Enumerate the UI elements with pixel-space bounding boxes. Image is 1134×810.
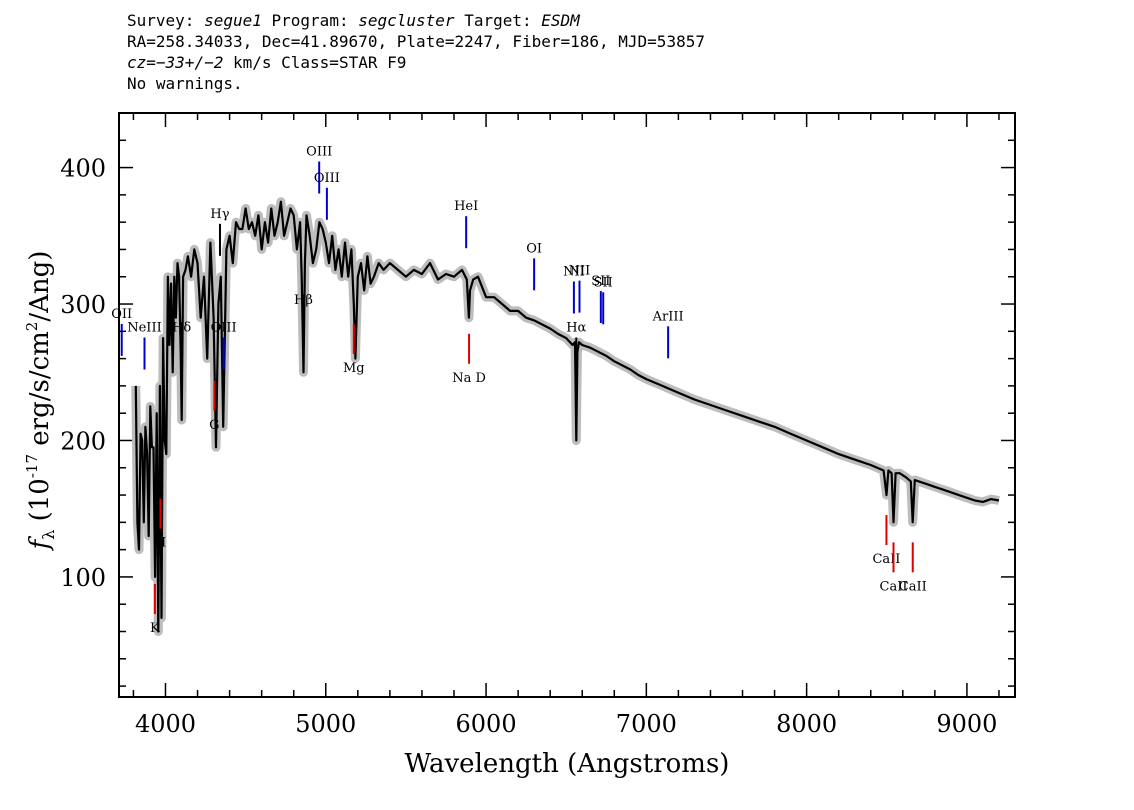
y-tick-label: 400 bbox=[60, 155, 106, 183]
y-tick-label: 200 bbox=[60, 427, 106, 455]
emission-label: Hβ bbox=[294, 293, 313, 308]
x-tick-label: 9000 bbox=[936, 710, 997, 738]
x-tick-label: 5000 bbox=[295, 710, 356, 738]
absorption-label: H bbox=[155, 536, 166, 551]
cz-unit: km/s Class=STAR F9 bbox=[223, 53, 407, 72]
absorption-label: CaII bbox=[872, 552, 900, 567]
plot-frame bbox=[118, 112, 1016, 698]
absorption-label: G bbox=[209, 418, 219, 433]
x-tick-label: 7000 bbox=[616, 710, 677, 738]
emission-label: Hα bbox=[566, 321, 586, 336]
emission-label: OIII bbox=[314, 171, 340, 186]
x-axis-label: Wavelength (Angstroms) bbox=[405, 749, 730, 779]
x-tick-label: 6000 bbox=[456, 710, 517, 738]
survey-label: Survey: bbox=[127, 11, 195, 30]
program-label: Program: bbox=[271, 11, 349, 30]
emission-label: ArIII bbox=[652, 309, 684, 324]
emission-label: OIII bbox=[306, 145, 332, 160]
emission-label: NII bbox=[569, 264, 591, 279]
absorption-label: CaII bbox=[899, 579, 927, 594]
spectrum-header: Survey: segue1 Program: segcluster Targe… bbox=[127, 10, 705, 94]
emission-label: NII bbox=[563, 264, 585, 279]
absorption-label: Na D bbox=[452, 371, 486, 386]
header-line-warnings: No warnings. bbox=[127, 74, 243, 93]
y-tick-label: 300 bbox=[60, 291, 106, 319]
emission-label: SII bbox=[594, 275, 613, 290]
y-tick-label: 100 bbox=[60, 564, 106, 592]
program-value: segcluster bbox=[358, 11, 455, 30]
flux-polyline bbox=[134, 200, 1000, 633]
header-line-coords: RA=258.34033, Dec=41.89670, Plate=2247, … bbox=[127, 32, 705, 51]
tick-labels: 4000 5000 6000 7000 8000 9000 100 200 300 400 bbox=[60, 155, 997, 738]
emission-label: Hδ bbox=[172, 321, 191, 336]
emission-label: OIII bbox=[211, 321, 237, 336]
absorption-label: K bbox=[150, 621, 160, 636]
target-label: Target: bbox=[464, 11, 532, 30]
absorption-label: CaII bbox=[880, 579, 908, 594]
target-value: ESDM bbox=[541, 11, 580, 30]
emission-label: OI bbox=[526, 241, 542, 256]
emission-label: SII bbox=[591, 274, 610, 289]
x-tick-label: 4000 bbox=[135, 710, 196, 738]
x-tick-label: 8000 bbox=[776, 710, 837, 738]
axis-ticks bbox=[119, 112, 1015, 697]
cz-label: cz= bbox=[127, 53, 156, 72]
emission-label: NeIII bbox=[127, 321, 161, 336]
flux-line bbox=[134, 200, 1000, 633]
survey-value: segue1 bbox=[204, 11, 262, 30]
cz-value: −33+/−2 bbox=[155, 53, 224, 72]
emission-label: OII bbox=[111, 307, 132, 322]
emission-label: HeI bbox=[454, 199, 478, 214]
absorption-label: Mg bbox=[343, 361, 365, 376]
header-line-survey: Survey: segue1 Program: segcluster Targe… bbox=[127, 10, 705, 31]
y-axis-label: fλ (10-17 erg/s/cm2/Ang) bbox=[23, 251, 58, 552]
emission-label: Hγ bbox=[210, 207, 229, 222]
header-line-redshift: cz=−33+/−2 km/s Class=STAR F9 bbox=[127, 52, 705, 73]
